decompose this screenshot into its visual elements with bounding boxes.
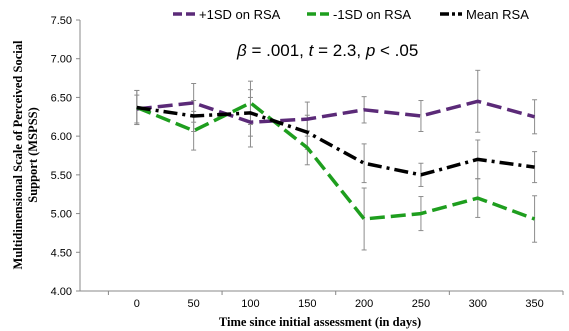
y-tick-label: 7.00 bbox=[51, 54, 72, 66]
legend-item-0: +1SD on RSA bbox=[173, 7, 281, 22]
y-axis-label-line-2: Support (MSPSS) bbox=[26, 107, 40, 203]
x-tick-label: 250 bbox=[412, 298, 430, 310]
x-tick-label: 100 bbox=[241, 298, 259, 310]
series-line-0 bbox=[136, 99, 536, 124]
x-tick-label: 50 bbox=[188, 298, 200, 310]
x-tick-label: 300 bbox=[469, 298, 487, 310]
y-tick-label: 6.00 bbox=[51, 131, 72, 143]
y-tick-label: 5.50 bbox=[51, 170, 72, 182]
x-tick-label: 0 bbox=[134, 298, 140, 310]
t-symbol: t bbox=[309, 41, 315, 60]
x-tick-label: 150 bbox=[298, 298, 316, 310]
legend: +1SD on RSA -1SD on RSA Mean RSA bbox=[173, 7, 529, 22]
y-ticks: 4.00 4.50 5.00 5.50 6.00 6.50 7.00 7.50 bbox=[51, 15, 80, 298]
legend-label: +1SD on RSA bbox=[199, 7, 281, 22]
y-axis-label-line-1: Multidimensional Scale of Perceived Soci… bbox=[11, 40, 25, 269]
stat-annotation: β = .001, t = 2.3, p < .05 bbox=[236, 41, 418, 60]
series-line-1 bbox=[136, 101, 536, 221]
y-tick-label: 4.50 bbox=[51, 247, 72, 259]
p-symbol: p bbox=[365, 41, 375, 60]
x-tick-label: 200 bbox=[355, 298, 373, 310]
y-axis-label: Multidimensional Scale of Perceived Soci… bbox=[11, 40, 40, 269]
x-ticks: 0 50 100 150 200 250 300 350 bbox=[107, 291, 564, 310]
legend-item-1: -1SD on RSA bbox=[307, 7, 411, 22]
p-value: < .05 bbox=[375, 41, 418, 60]
legend-label: -1SD on RSA bbox=[333, 7, 411, 22]
t-value: = 2.3, bbox=[313, 41, 365, 60]
x-axis-label: Time since initial assessment (in days) bbox=[219, 315, 421, 329]
y-tick-label: 5.00 bbox=[51, 209, 72, 221]
series-line-2 bbox=[136, 105, 535, 177]
beta-symbol: β bbox=[236, 41, 247, 60]
y-tick-label: 4.00 bbox=[51, 286, 72, 298]
x-tick-label: 350 bbox=[525, 298, 543, 310]
legend-label: Mean RSA bbox=[466, 7, 529, 22]
beta-value: = .001, bbox=[247, 41, 309, 60]
y-tick-label: 6.50 bbox=[51, 92, 72, 104]
series-lines bbox=[136, 99, 536, 221]
legend-item-2: Mean RSA bbox=[440, 7, 529, 22]
y-tick-label: 7.50 bbox=[51, 15, 72, 27]
